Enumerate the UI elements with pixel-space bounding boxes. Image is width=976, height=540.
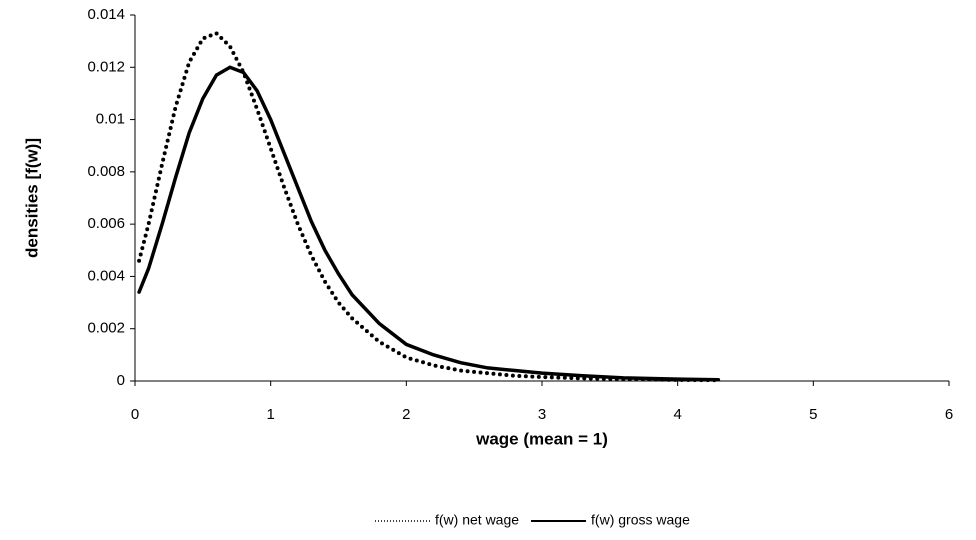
y-tick-label: 0.012: [87, 58, 125, 75]
y-axis-title: densities [f(w)]: [22, 138, 41, 258]
x-tick-label: 4: [673, 406, 681, 423]
data-line: [137, 30, 721, 383]
y-tick-label: 0.008: [87, 163, 125, 180]
y-tick-label: 0.014: [87, 6, 125, 23]
x-tick-label: 0: [131, 406, 139, 423]
x-tick-label: 5: [809, 406, 817, 423]
y-tick-label: 0.006: [87, 215, 125, 232]
y-tick-label: 0: [117, 372, 125, 389]
y-tick-label: 0.01: [96, 111, 125, 128]
x-tick-label: 2: [402, 406, 410, 423]
legend-label: f(w) gross wage: [591, 512, 690, 528]
legend-label: f(w) net wage: [435, 512, 519, 528]
y-tick-label: 0.002: [87, 320, 125, 337]
x-tick-label: 1: [266, 406, 274, 423]
x-tick-label: 6: [945, 406, 953, 423]
y-tick-label: 0.004: [87, 267, 125, 284]
x-axis-title: wage (mean = 1): [475, 429, 608, 448]
data-line: [137, 65, 721, 382]
x-tick-label: 3: [538, 406, 546, 423]
